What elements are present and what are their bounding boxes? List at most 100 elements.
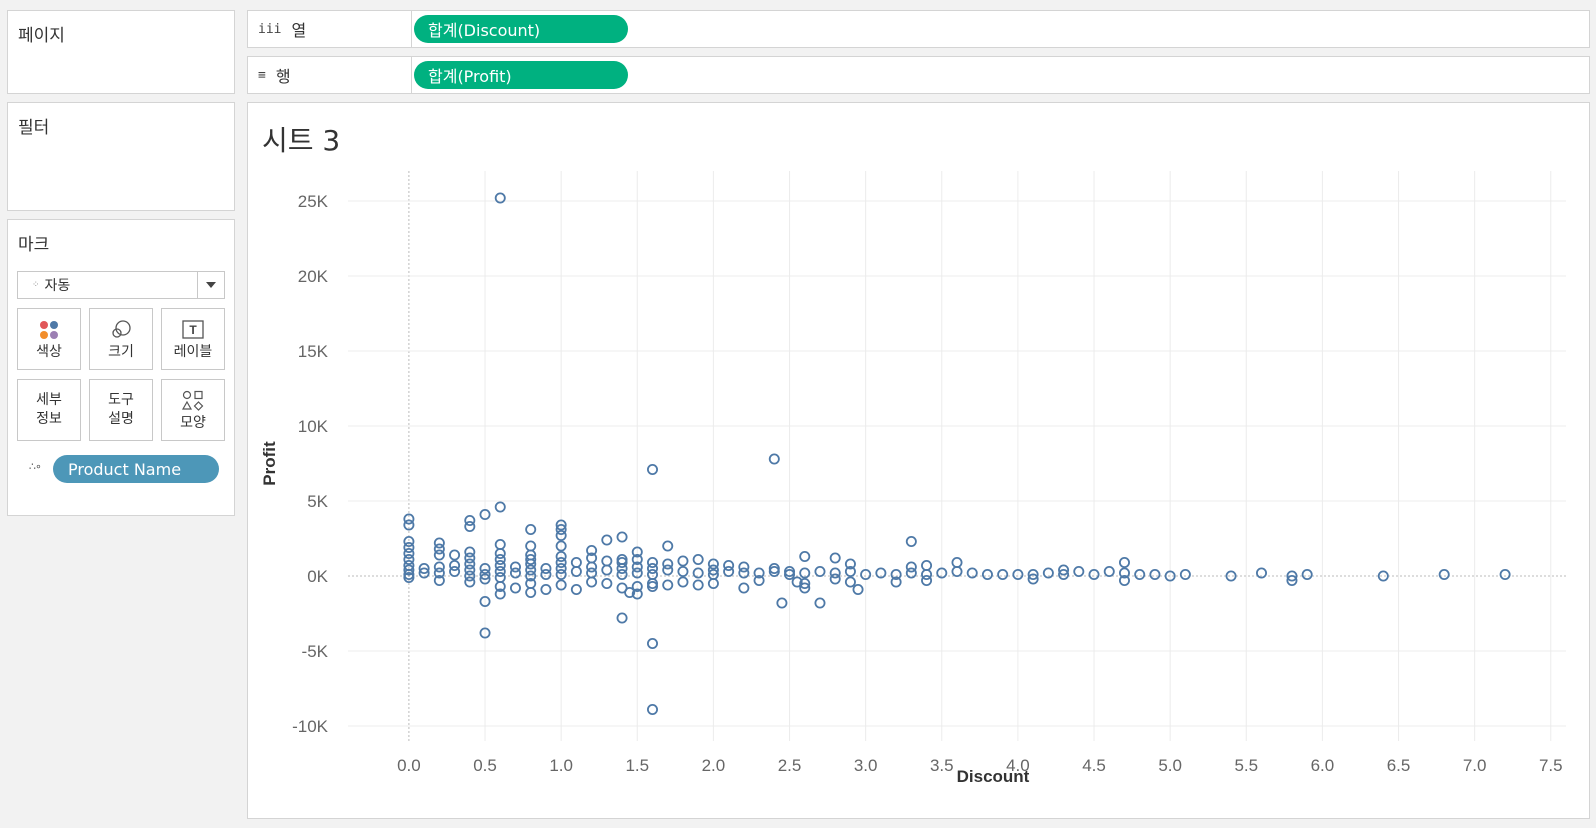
- data-point: [494, 538, 506, 550]
- data-point: [1027, 568, 1039, 580]
- data-point: [707, 558, 719, 570]
- data-point: [555, 529, 567, 541]
- x-tick-label: 1.0: [549, 756, 573, 775]
- shape-button[interactable]: 모양: [161, 379, 225, 441]
- data-point: [921, 559, 933, 571]
- data-point: [479, 627, 491, 639]
- x-tick-label: 4.0: [1006, 756, 1030, 775]
- rows-label: 행: [275, 67, 291, 86]
- data-point: [631, 567, 643, 579]
- data-point: [509, 567, 521, 579]
- data-point: [814, 565, 826, 577]
- data-point: [525, 540, 537, 552]
- data-point: [494, 553, 506, 565]
- chevron-down-icon[interactable]: [197, 272, 224, 298]
- data-point: [616, 568, 628, 580]
- data-point: [921, 574, 933, 586]
- data-point: [555, 568, 567, 580]
- data-point: [692, 567, 704, 579]
- x-tick-label: 5.5: [1234, 756, 1258, 775]
- data-point: [464, 546, 476, 558]
- data-point: [631, 561, 643, 573]
- data-point: [844, 576, 856, 588]
- data-point: [692, 553, 704, 565]
- data-point: [646, 568, 658, 580]
- y-tick-label: 20K: [298, 267, 329, 286]
- data-point: [479, 562, 491, 574]
- data-point: [540, 562, 552, 574]
- x-tick-label: 6.0: [1311, 756, 1335, 775]
- data-point: [677, 576, 689, 588]
- data-point: [418, 567, 430, 579]
- shape-icon: [181, 388, 205, 414]
- rows-shelf[interactable]: ≡ 행 합계(Profit): [247, 56, 1590, 94]
- data-point: [540, 568, 552, 580]
- discount-pill[interactable]: 합계(Discount): [414, 15, 628, 43]
- data-point: [433, 561, 445, 573]
- data-point: [1134, 568, 1146, 580]
- color-icon: [38, 317, 60, 343]
- data-point: [479, 595, 491, 607]
- tooltip-button[interactable]: 도구 설명: [89, 379, 153, 441]
- data-point: [1225, 570, 1237, 582]
- x-tick-label: 3.0: [854, 756, 878, 775]
- data-point: [646, 704, 658, 716]
- data-point: [403, 547, 415, 559]
- data-point: [1058, 564, 1070, 576]
- product-name-pill[interactable]: Product Name: [53, 455, 219, 483]
- y-tick-label: 15K: [298, 342, 329, 361]
- data-point: [951, 565, 963, 577]
- x-tick-label: 2.0: [702, 756, 726, 775]
- size-button[interactable]: 크기: [89, 308, 153, 370]
- data-point: [738, 582, 750, 594]
- filters-card[interactable]: 필터: [7, 102, 235, 211]
- data-point: [555, 562, 567, 574]
- data-point: [829, 573, 841, 585]
- data-point: [525, 523, 537, 535]
- data-point: [403, 513, 415, 525]
- data-point: [677, 565, 689, 577]
- data-point: [1286, 574, 1298, 586]
- data-point: [449, 565, 461, 577]
- data-point: [525, 558, 537, 570]
- data-point: [921, 568, 933, 580]
- data-point: [997, 568, 1009, 580]
- data-point: [662, 540, 674, 552]
- data-point: [555, 550, 567, 562]
- data-point: [1012, 568, 1024, 580]
- color-button[interactable]: 색상: [17, 308, 81, 370]
- data-point: [844, 558, 856, 570]
- data-point: [1118, 574, 1130, 586]
- data-point: [616, 531, 628, 543]
- pages-card[interactable]: 페이지: [7, 10, 235, 94]
- data-point: [799, 582, 811, 594]
- data-point: [646, 580, 658, 592]
- columns-shelf-label: iii 열: [248, 11, 412, 47]
- data-point: [799, 577, 811, 589]
- data-point: [494, 588, 506, 600]
- label-button[interactable]: T 레이블: [161, 308, 225, 370]
- label-label: 레이블: [173, 343, 213, 360]
- data-point: [776, 597, 788, 609]
- data-point: [494, 571, 506, 583]
- data-point: [464, 558, 476, 570]
- data-point: [494, 580, 506, 592]
- data-point: [464, 520, 476, 532]
- data-point: [1438, 568, 1450, 580]
- data-point: [403, 535, 415, 547]
- size-icon: [109, 317, 133, 343]
- data-point: [1027, 573, 1039, 585]
- detail-button[interactable]: 세부 정보: [17, 379, 81, 441]
- filters-title: 필터: [18, 118, 50, 138]
- data-point: [494, 565, 506, 577]
- mark-type-dropdown[interactable]: ⁘ 자동: [17, 271, 225, 299]
- profit-pill[interactable]: 합계(Profit): [414, 61, 628, 89]
- svg-text:T: T: [189, 323, 197, 337]
- data-point: [1301, 568, 1313, 580]
- scatter-chart[interactable]: 0.0 0.5 1.0 1.5 2.0 2.5 3.0 3.5 4.0 4.5 5.0 5.5 6.0 6…: [248, 103, 1589, 818]
- y-tick-label: -10K: [292, 717, 329, 736]
- data-point: [631, 588, 643, 600]
- data-point: [662, 579, 674, 591]
- data-point: [1042, 567, 1054, 579]
- columns-shelf[interactable]: iii 열 합계(Discount): [247, 10, 1590, 48]
